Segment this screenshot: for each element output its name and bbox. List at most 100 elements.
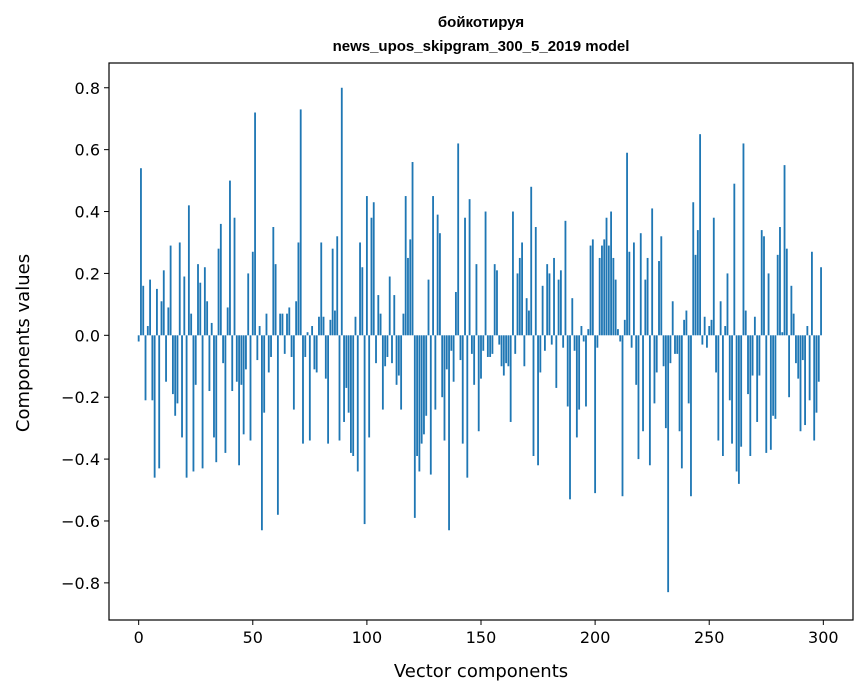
bar: [425, 335, 428, 416]
bar: [509, 335, 512, 422]
bar: [295, 301, 298, 336]
bar: [153, 335, 156, 478]
bar: [521, 242, 523, 336]
bar: [797, 335, 800, 379]
bar: [459, 335, 462, 361]
bar: [751, 335, 754, 376]
bar: [594, 335, 597, 494]
bar: [813, 335, 816, 441]
bar: [146, 326, 149, 336]
bar: [619, 335, 622, 342]
bar: [302, 335, 304, 444]
bar: [601, 245, 603, 336]
bar: [799, 335, 802, 432]
bar: [747, 335, 749, 395]
bar: [404, 196, 407, 336]
bar: [254, 112, 256, 336]
bar: [628, 251, 631, 336]
bar: [140, 168, 142, 336]
bar: [315, 335, 318, 373]
bar: [642, 335, 644, 432]
bar: [788, 335, 791, 398]
bar: [160, 301, 163, 336]
bar: [532, 335, 535, 456]
bar: [292, 335, 295, 410]
bar: [817, 335, 820, 382]
bar: [183, 276, 186, 336]
bar: [767, 273, 770, 336]
bar: [785, 248, 788, 336]
bar: [197, 264, 199, 336]
bar: [258, 326, 261, 336]
bar: [591, 239, 594, 336]
bar: [448, 335, 450, 531]
bar: [475, 264, 478, 336]
bar: [352, 335, 355, 456]
bar: [233, 217, 236, 336]
bar: [384, 335, 387, 367]
bar: [687, 335, 690, 404]
bar: [708, 326, 711, 336]
bar: [413, 335, 416, 518]
bar: [466, 335, 469, 478]
bar: [658, 261, 660, 336]
bar: [265, 313, 268, 336]
bar: [484, 211, 487, 336]
bar: [365, 196, 368, 336]
bar: [742, 143, 745, 336]
bar: [368, 335, 371, 438]
bar: [701, 335, 704, 345]
bar: [318, 316, 320, 336]
bar: [528, 310, 530, 336]
bar: [274, 264, 277, 336]
bar: [795, 335, 797, 364]
bar: [671, 301, 674, 336]
bar: [445, 335, 448, 370]
y-tick-label: −0.6: [61, 512, 100, 531]
bar: [662, 335, 665, 367]
y-tick-label: 0.8: [75, 79, 100, 98]
bar: [171, 335, 174, 395]
bar: [543, 335, 546, 351]
bar: [215, 335, 218, 463]
bar: [573, 335, 576, 351]
bar: [706, 335, 708, 348]
bar: [270, 335, 272, 357]
bar: [569, 335, 571, 500]
bar: [436, 214, 439, 336]
bar: [156, 288, 158, 336]
bar: [407, 257, 409, 336]
bar: [694, 254, 697, 336]
plot-frame: [108, 62, 854, 621]
bar: [806, 326, 809, 336]
bar: [804, 335, 806, 426]
bar: [546, 264, 549, 336]
bar: [512, 211, 514, 336]
bars-group: [137, 87, 822, 593]
x-axis-label: Vector components: [394, 661, 568, 682]
bar: [185, 335, 188, 478]
bar: [381, 335, 384, 410]
bar: [740, 335, 743, 447]
bar: [680, 335, 683, 469]
bar: [162, 270, 165, 336]
bar: [272, 227, 275, 336]
bar: [423, 335, 425, 435]
bar: [331, 248, 334, 336]
bar: [523, 335, 526, 367]
bar: [637, 335, 640, 460]
bar: [229, 180, 231, 336]
bar: [279, 313, 282, 336]
bar: [605, 217, 608, 336]
bar: [749, 335, 752, 456]
bar: [480, 335, 482, 379]
bar: [411, 162, 414, 336]
bar: [621, 335, 624, 497]
bar: [149, 279, 151, 336]
bar: [393, 295, 396, 336]
bar: [372, 202, 375, 336]
bar: [181, 335, 183, 438]
bar: [765, 335, 768, 453]
bar: [669, 335, 672, 364]
